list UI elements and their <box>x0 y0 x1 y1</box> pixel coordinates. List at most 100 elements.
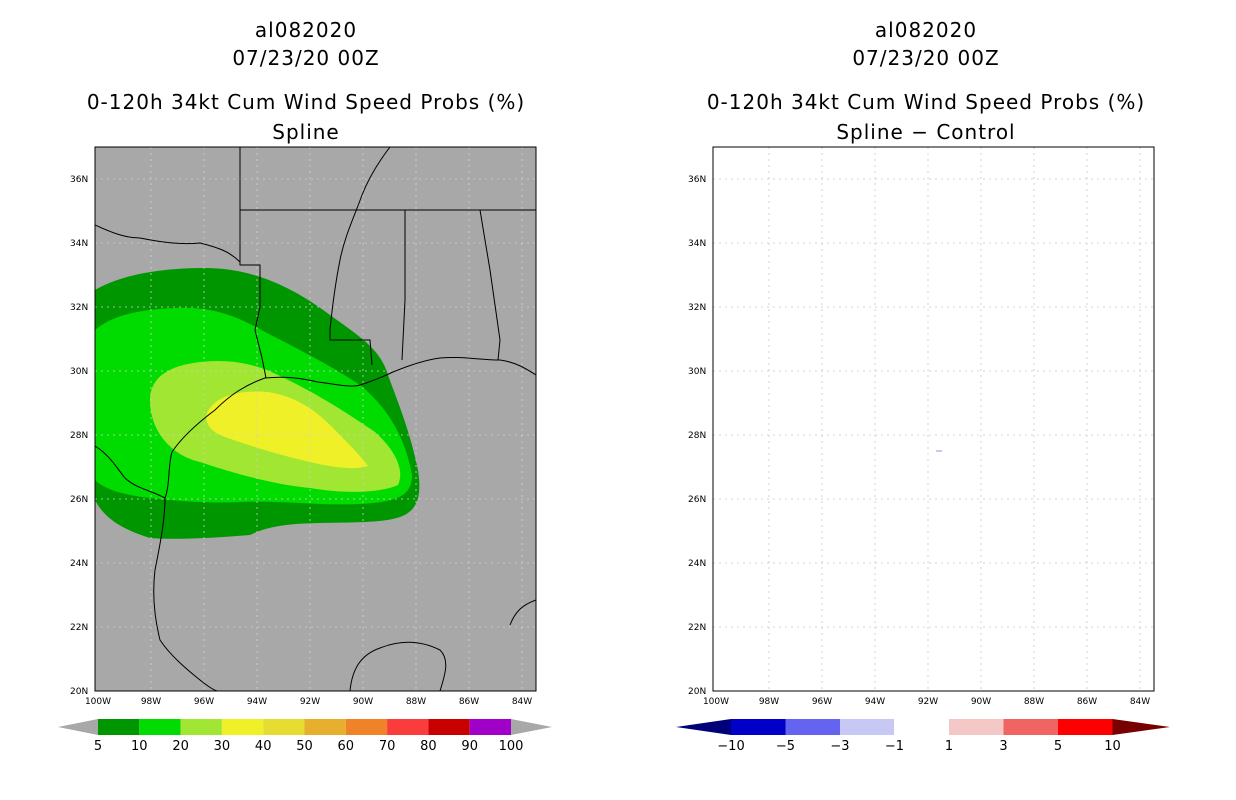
mexico-coastline <box>153 497 219 691</box>
colorbar-swatch <box>345 719 388 735</box>
lon-label: 100W <box>703 697 729 707</box>
cuba-coastline <box>509 599 536 626</box>
lon-label: 90W <box>353 697 373 707</box>
gulf-coastline <box>95 356 536 499</box>
right-lon-labels: 100W 98W 96W 94W 92W 90W 88W 86W 84W <box>703 697 1150 707</box>
lat-label: 34N <box>70 239 88 249</box>
lon-label: 96W <box>812 697 832 707</box>
colorbar-swatch <box>731 719 786 735</box>
right-map-background <box>713 147 1154 691</box>
colorbar-label: 3 <box>999 739 1007 754</box>
colorbar-swatch <box>1058 719 1113 735</box>
left-map-frame <box>94 146 537 692</box>
lon-label: 98W <box>141 697 161 707</box>
mississippi-river <box>329 147 391 366</box>
colorbar-label: 60 <box>338 739 355 754</box>
colorbar-swatch <box>221 719 264 735</box>
colorbar-swatch <box>949 719 1004 735</box>
lon-label: 92W <box>300 697 320 707</box>
lat-label: 22N <box>688 623 706 633</box>
lat-label: 24N <box>688 559 706 569</box>
lon-label: 96W <box>194 697 214 707</box>
colorbar-label: 1 <box>945 739 953 754</box>
colorbar-swatch <box>304 719 346 735</box>
colorbar-label: 5 <box>94 739 102 754</box>
colorbar-label: 100 <box>499 739 524 754</box>
lon-label: 94W <box>247 697 267 707</box>
colorbar-swatch <box>469 719 511 735</box>
right-gridlines <box>713 147 1154 691</box>
lon-label: 84W <box>1130 697 1150 707</box>
colorbar-swatch <box>428 719 470 735</box>
colorbar-label: 30 <box>214 739 231 754</box>
lon-label: 88W <box>406 697 426 707</box>
left-chart-subtitle: Spline <box>272 120 340 144</box>
left-map-outlines <box>95 147 536 691</box>
colorbar-swatch <box>894 718 950 736</box>
colorbar-swatch <box>263 719 305 735</box>
lat-label: 32N <box>688 303 706 313</box>
colorbar-label: 90 <box>461 739 478 754</box>
left-datetime: 07/23/20 00Z <box>232 46 380 70</box>
lat-label: 24N <box>70 559 88 569</box>
alabama-georgia-border <box>479 209 501 361</box>
yucatan-coastline <box>349 641 447 691</box>
right-chart-subtitle: Spline − Control <box>836 120 1016 144</box>
lat-label: 34N <box>688 239 706 249</box>
right-colorbar: −10 −5 −3 −1 1 3 5 10 <box>676 718 1170 754</box>
lat-label: 32N <box>70 303 88 313</box>
right-map-frame <box>712 146 1155 692</box>
colorbar-label: 50 <box>296 739 313 754</box>
lon-label: 84W <box>512 697 532 707</box>
lat-label: 20N <box>688 687 706 697</box>
lat-label: 26N <box>70 495 88 505</box>
left-probability-contours <box>95 268 420 539</box>
colorbar-label: 80 <box>420 739 437 754</box>
left-map-panel: 36N 34N 32N 30N 28N 26N 24N 22N 20N 100W… <box>58 146 552 754</box>
lat-label: 36N <box>70 175 88 185</box>
colorbar-swatch <box>98 719 140 735</box>
right-chart-title: 0-120h 34kt Cum Wind Speed Probs (%) <box>706 90 1146 114</box>
lon-label: 100W <box>85 697 111 707</box>
lon-label: 98W <box>759 697 779 707</box>
colorbar-label: 70 <box>379 739 396 754</box>
colorbar-swatch <box>139 719 181 735</box>
colorbar-label: −5 <box>776 739 795 754</box>
colorbar-label: 40 <box>255 739 272 754</box>
lat-label: 30N <box>688 367 706 377</box>
colorbar-swatch <box>840 719 895 735</box>
colorbar-under-arrow <box>58 719 98 735</box>
colorbar-label: −10 <box>717 739 744 754</box>
lat-label: 22N <box>70 623 88 633</box>
texas-oklahoma-border <box>95 224 241 263</box>
left-lon-labels: 100W 98W 96W 94W 92W 90W 88W 86W 84W <box>85 697 532 707</box>
colorbar-over-arrow <box>1112 719 1170 735</box>
lat-label: 30N <box>70 367 88 377</box>
colorbar-over-arrow <box>511 719 552 735</box>
right-map-panel: 36N 34N 32N 30N 28N 26N 24N 22N 20N 100W… <box>676 146 1170 754</box>
colorbar-swatch <box>180 719 222 735</box>
arkansas-louisiana-border <box>239 147 267 379</box>
lon-label: 86W <box>1077 697 1097 707</box>
lon-label: 92W <box>918 697 938 707</box>
lon-label: 94W <box>865 697 885 707</box>
right-datetime: 07/23/20 00Z <box>852 46 1000 70</box>
contour-30pct <box>206 391 368 469</box>
colorbar-under-arrow <box>676 719 731 735</box>
lat-label: 26N <box>688 495 706 505</box>
lon-label: 90W <box>971 697 991 707</box>
colorbar-swatch <box>1003 719 1058 735</box>
colorbar-label: −1 <box>885 739 904 754</box>
colorbar-label: 10 <box>1104 739 1121 754</box>
left-lat-labels: 36N 34N 32N 30N 28N 26N 24N 22N 20N <box>70 175 88 697</box>
colorbar-label: −3 <box>830 739 849 754</box>
left-colorbar: 5 10 20 30 40 50 60 70 80 90 100 <box>58 719 552 754</box>
left-chart-title: 0-120h 34kt Cum Wind Speed Probs (%) <box>86 90 526 114</box>
lat-label: 28N <box>688 431 706 441</box>
lat-label: 36N <box>688 175 706 185</box>
right-lat-labels: 36N 34N 32N 30N 28N 26N 24N 22N 20N <box>688 175 706 697</box>
lat-label: 20N <box>70 687 88 697</box>
colorbar-label: 10 <box>131 739 148 754</box>
colorbar-swatch <box>387 719 429 735</box>
